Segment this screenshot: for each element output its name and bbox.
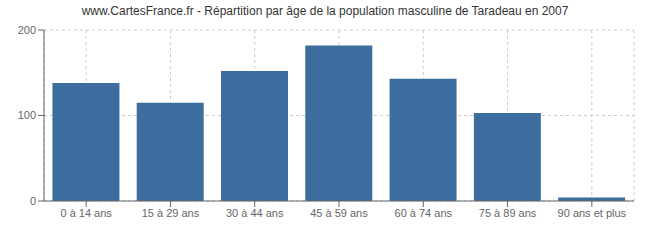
svg-text:15 à 29 ans: 15 à 29 ans	[142, 207, 200, 219]
html-text:www.CartesFrance.fr - Répartit: www.CartesFrance.fr - Répartition par âg…	[81, 4, 569, 18]
svg-text:100: 100	[18, 109, 36, 121]
svg-text:45 à 59 ans: 45 à 59 ans	[310, 207, 368, 219]
svg-text:200: 200	[18, 24, 36, 36]
svg-text:0 à 14 ans: 0 à 14 ans	[60, 207, 112, 219]
svg-text:30 à 44 ans: 30 à 44 ans	[226, 207, 284, 219]
svg-text:60 à 74 ans: 60 à 74 ans	[395, 207, 453, 219]
svg-text:75 à 89 ans: 75 à 89 ans	[479, 207, 537, 219]
svg-text:0: 0	[30, 195, 36, 207]
svg-text:90 ans et plus: 90 ans et plus	[558, 207, 627, 219]
